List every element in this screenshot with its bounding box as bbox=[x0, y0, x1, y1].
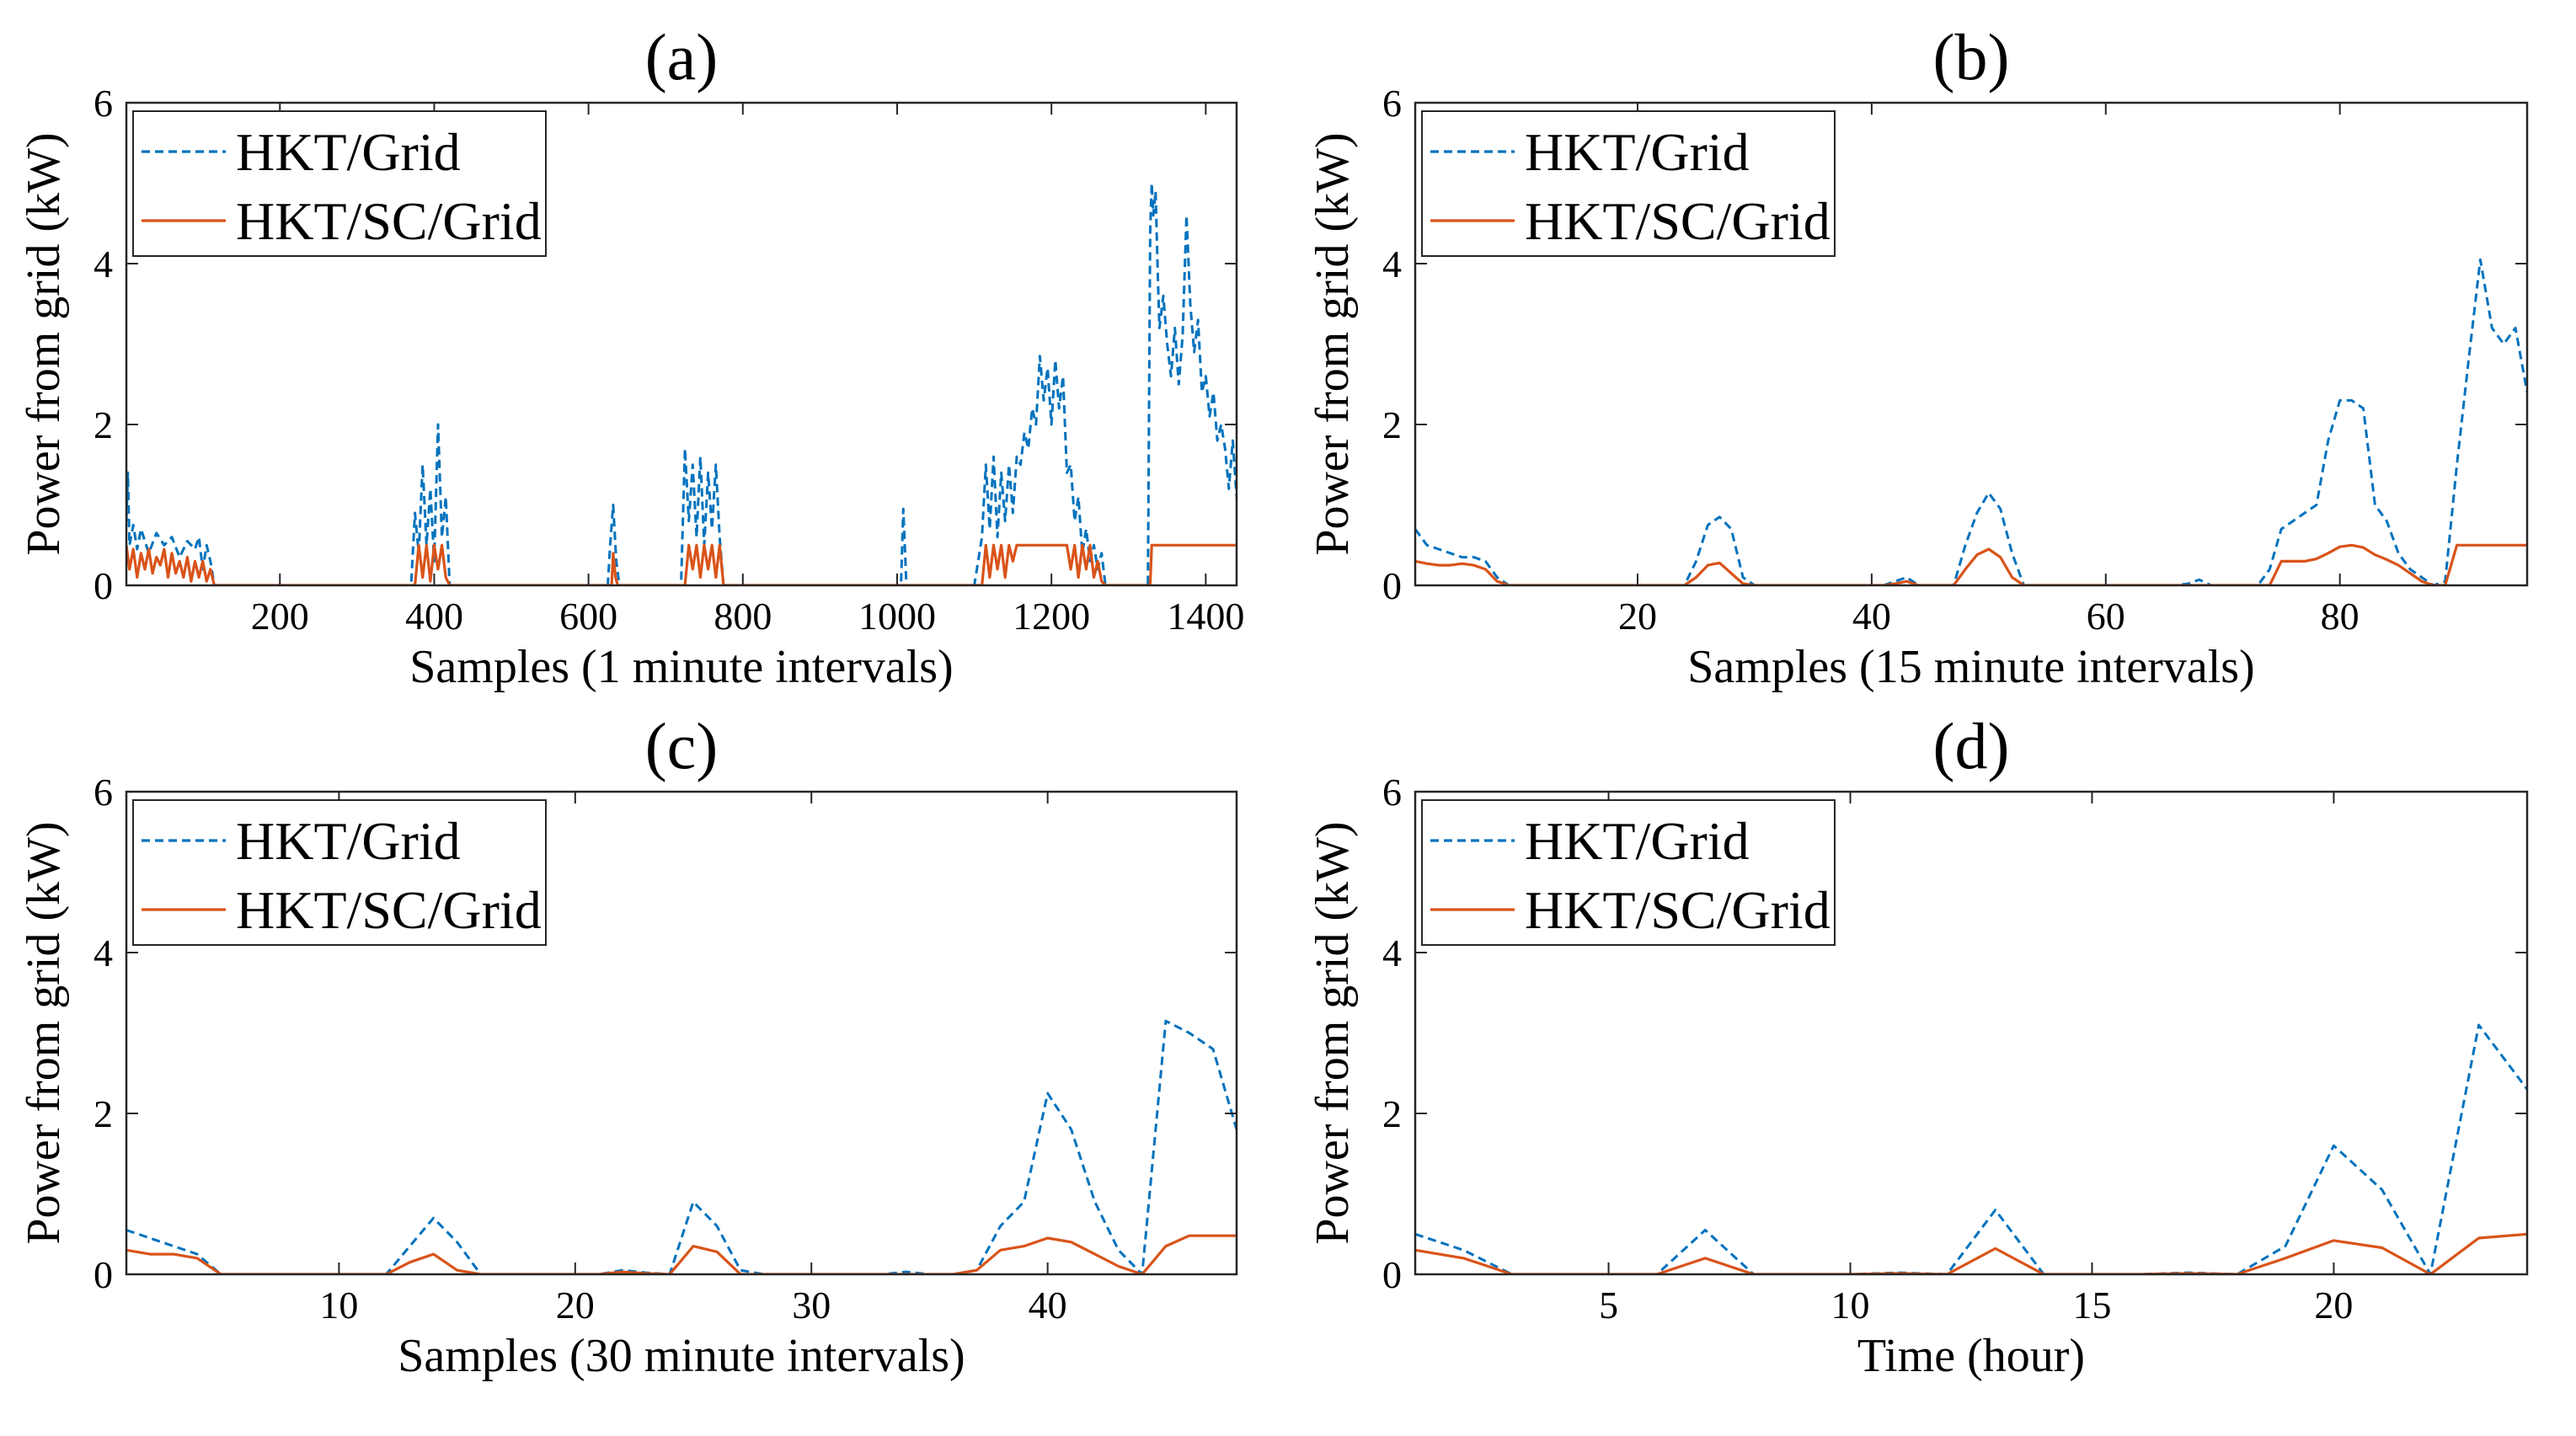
panel-a: 200 400 600 800 1000 1200 1400 0 2 4 6 (a) Samples (… bbox=[18, 20, 1244, 693]
panel-d: 5 10 15 20 0 2 4 6 (d) Time (hour) Power from grid… bbox=[1307, 709, 2529, 1382]
x-tick-label: 10 bbox=[319, 1284, 358, 1327]
legend: HKT/Grid HKT/SC/Grid bbox=[132, 799, 547, 946]
y-tick-label: 4 bbox=[1382, 932, 1402, 974]
legend-label-hkt-sc-grid: HKT/SC/Grid bbox=[1525, 880, 1830, 940]
legend-box bbox=[132, 110, 547, 257]
series-line-hkt-sc-grid bbox=[126, 543, 1237, 585]
x-tick-label: 400 bbox=[405, 595, 463, 638]
legend: HKT/Grid HKT/SC/Grid bbox=[1421, 799, 1836, 946]
axes-box bbox=[125, 101, 1238, 587]
series-line-hkt-grid bbox=[126, 1019, 1237, 1274]
legend-label-hkt-sc-grid: HKT/SC/Grid bbox=[1525, 191, 1830, 251]
panel-b: 20 40 60 80 0 2 4 6 (b) Samples (15 minute interv… bbox=[1307, 20, 2529, 693]
legend-label-hkt-grid: HKT/Grid bbox=[236, 122, 461, 182]
legend-label-hkt-grid: HKT/Grid bbox=[1525, 122, 1750, 182]
series-line-hkt-sc-grid bbox=[1415, 1232, 2527, 1274]
x-tick-label: 80 bbox=[2321, 595, 2360, 638]
legend: HKT/Grid HKT/SC/Grid bbox=[132, 110, 547, 257]
axes-box bbox=[1414, 790, 2529, 1276]
y-axis-label: Power from grid (kW) bbox=[18, 132, 70, 555]
axes-box bbox=[125, 790, 1238, 1276]
y-tick-label: 2 bbox=[94, 1092, 113, 1135]
x-axis-label: Samples (30 minute intervals) bbox=[398, 1330, 965, 1382]
legend-label-hkt-sc-grid: HKT/SC/Grid bbox=[236, 880, 542, 940]
series-line-hkt-grid bbox=[126, 182, 1237, 585]
x-tick-label: 15 bbox=[2072, 1284, 2111, 1327]
x-tick-label: 600 bbox=[559, 595, 617, 638]
legend-label-hkt-grid: HKT/Grid bbox=[1525, 811, 1750, 871]
x-tick-label: 1000 bbox=[858, 595, 936, 638]
panel-title: (d) bbox=[1933, 709, 2010, 782]
x-tick-label: 5 bbox=[1599, 1284, 1618, 1327]
y-axis-label: Power from grid (kW) bbox=[1307, 132, 1359, 555]
y-tick-label: 0 bbox=[94, 564, 113, 607]
legend: HKT/Grid HKT/SC/Grid bbox=[1421, 110, 1836, 257]
y-tick-label: 4 bbox=[1382, 243, 1402, 286]
y-tick-label: 4 bbox=[94, 932, 113, 974]
panel-title: (c) bbox=[645, 709, 719, 782]
x-tick-label: 40 bbox=[1029, 1284, 1067, 1327]
panel-title: (b) bbox=[1933, 20, 2010, 93]
y-axis-label: Power from grid (kW) bbox=[18, 821, 70, 1244]
panel-title: (a) bbox=[645, 20, 719, 93]
y-tick-label: 0 bbox=[1382, 1253, 1402, 1296]
y-tick-label: 2 bbox=[94, 403, 113, 446]
x-tick-label: 10 bbox=[1831, 1284, 1870, 1327]
x-tick-label: 20 bbox=[556, 1284, 595, 1327]
series-line-hkt-sc-grid bbox=[1415, 543, 2527, 585]
y-tick-label: 6 bbox=[94, 82, 113, 125]
x-tick-label: 20 bbox=[2314, 1284, 2353, 1327]
x-tick-label: 800 bbox=[713, 595, 772, 638]
series-line-hkt-grid bbox=[1415, 1023, 2527, 1274]
legend-box bbox=[132, 799, 547, 946]
x-axis-label: Time (hour) bbox=[1857, 1330, 2085, 1382]
x-tick-label: 30 bbox=[792, 1284, 831, 1327]
series-line-hkt-sc-grid bbox=[126, 1234, 1237, 1274]
y-tick-label: 4 bbox=[94, 243, 113, 286]
legend-box bbox=[1421, 799, 1836, 946]
x-tick-label: 60 bbox=[2087, 595, 2125, 638]
x-tick-label: 40 bbox=[1852, 595, 1891, 638]
y-tick-label: 6 bbox=[1382, 771, 1402, 814]
x-tick-label: 1200 bbox=[1013, 595, 1090, 638]
y-tick-label: 0 bbox=[94, 1253, 113, 1296]
x-tick-label: 20 bbox=[1618, 595, 1657, 638]
y-tick-label: 6 bbox=[1382, 82, 1402, 125]
y-axis-label: Power from grid (kW) bbox=[1307, 821, 1359, 1244]
axes-box bbox=[1414, 101, 2529, 587]
x-tick-label: 1400 bbox=[1167, 595, 1244, 638]
x-tick-label: 200 bbox=[251, 595, 309, 638]
legend-label-hkt-grid: HKT/Grid bbox=[236, 811, 461, 871]
legend-label-hkt-sc-grid: HKT/SC/Grid bbox=[236, 191, 542, 251]
y-tick-label: 2 bbox=[1382, 1092, 1402, 1135]
legend-box bbox=[1421, 110, 1836, 257]
panel-c: 10 20 30 40 0 2 4 6 (c) Samples (30 minute interv… bbox=[18, 709, 1238, 1382]
y-tick-label: 0 bbox=[1382, 564, 1402, 607]
y-tick-label: 2 bbox=[1382, 403, 1402, 446]
y-tick-label: 6 bbox=[94, 771, 113, 814]
x-axis-label: Samples (1 minute intervals) bbox=[409, 641, 953, 693]
x-axis-label: Samples (15 minute intervals) bbox=[1687, 641, 2254, 693]
